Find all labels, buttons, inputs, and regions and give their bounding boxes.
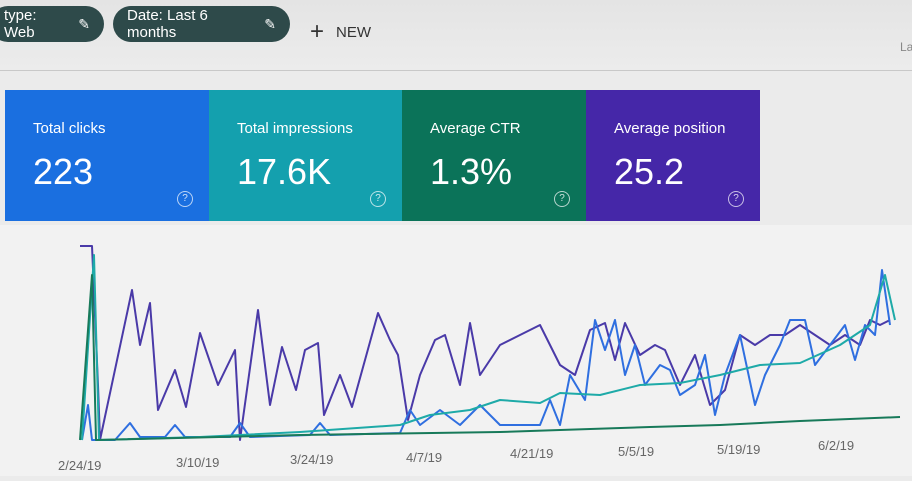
x-axis-label: 4/7/19 (406, 450, 443, 465)
filter-chip-date[interactable]: Date: Last 6 months ✎ (113, 6, 290, 42)
x-axis-label: 6/2/19 (818, 438, 855, 453)
ctr-series-line (79, 274, 901, 441)
filter-chip-search-type[interactable]: type: Web ✎ (0, 6, 104, 42)
plus-icon: + (310, 18, 325, 45)
card-value: 1.3% (430, 151, 513, 192)
card-label: Average CTR (430, 120, 521, 137)
x-axis-label: 3/24/19 (290, 452, 334, 467)
card-label: Total clicks (33, 120, 106, 137)
filter-label: Date: Last 6 months (127, 7, 208, 41)
new-label: NEW (336, 23, 372, 41)
filter-label: type: Web (4, 7, 37, 41)
x-axis-label: 5/5/19 (618, 444, 655, 459)
card-label: Total impressions (237, 120, 353, 137)
card-average-position[interactable]: Average position 25.2 ? (586, 90, 760, 221)
help-icon[interactable]: ? (370, 191, 386, 207)
chart-lines (79, 245, 901, 441)
x-axis-label: 2/24/19 (58, 458, 102, 473)
position-series-line (80, 245, 891, 441)
metric-cards: Total clicks 223 ? Total impressions 17.… (5, 90, 760, 221)
pencil-icon: ✎ (264, 15, 276, 32)
card-total-clicks[interactable]: Total clicks 223 ? (5, 90, 209, 221)
x-axis-label: 5/19/19 (717, 442, 761, 457)
card-value: 223 (33, 151, 94, 192)
card-total-impressions[interactable]: Total impressions 17.6K ? (209, 90, 402, 221)
help-icon[interactable]: ? (554, 191, 570, 207)
x-axis-label: 4/21/19 (510, 446, 554, 461)
new-filter-button[interactable]: + NEW (310, 18, 371, 46)
pencil-icon: ✎ (78, 15, 90, 32)
divider (0, 70, 912, 71)
card-label: Average position (614, 120, 726, 137)
impressions-series-line (81, 254, 896, 441)
card-value: 17.6K (237, 151, 332, 192)
filter-bar: type: Web ✎ Date: Last 6 months ✎ + NEW … (0, 0, 912, 70)
clicks-series-line (81, 269, 891, 441)
card-average-ctr[interactable]: Average CTR 1.3% ? (402, 90, 586, 221)
help-icon[interactable]: ? (177, 191, 193, 207)
header-right-text: La (900, 40, 912, 54)
performance-chart (0, 225, 912, 476)
x-axis-label: 3/10/19 (176, 455, 220, 470)
card-value: 25.2 (614, 151, 685, 192)
help-icon[interactable]: ? (728, 191, 744, 207)
